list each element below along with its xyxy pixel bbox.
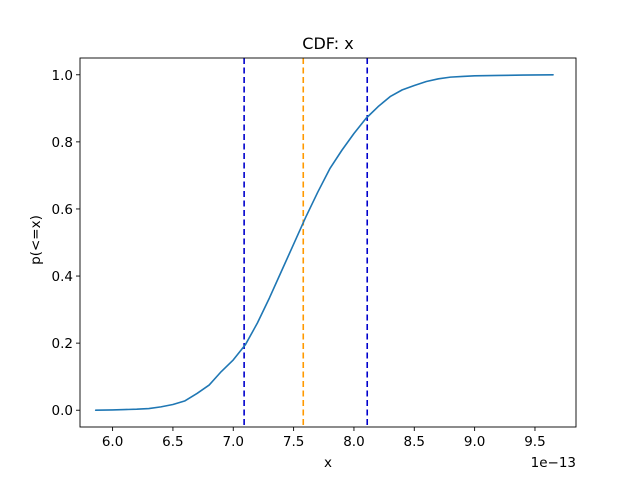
y-tick-label-2: 0.4 (52, 269, 73, 285)
x-tick-label-3: 7.5 (283, 434, 304, 450)
x-offset-text: 1e−13 (531, 455, 576, 471)
y-tick-label-0: 0.0 (52, 403, 73, 419)
x-tick-label-0: 6.0 (102, 434, 123, 450)
x-tick-label-6: 9.0 (464, 434, 485, 450)
x-tick-label-7: 9.5 (524, 434, 545, 450)
axes-frame (79, 57, 577, 428)
x-tick-label-5: 8.5 (404, 434, 425, 450)
x-axis-label: x (324, 455, 332, 471)
x-tick-label-4: 8.0 (343, 434, 364, 450)
y-tick-label-3: 0.6 (52, 202, 73, 218)
chart-title: CDF: x (302, 34, 353, 53)
y-axis-label: p(<=x) (28, 215, 44, 265)
y-tick-label-4: 0.8 (52, 135, 73, 151)
y-tick-label-1: 0.2 (52, 336, 73, 352)
y-tick-label-5: 1.0 (52, 68, 73, 84)
series-line-0 (94, 73, 554, 412)
plot-area: 6.0 6.5 7.0 7.5 8.0 8.5 9.0 9.5 0.0 0.2 0.4 0.6 0.8 1… (52, 57, 577, 450)
x-tick-label-1: 6.5 (162, 434, 183, 450)
x-tick-label-2: 7.0 (223, 434, 244, 450)
